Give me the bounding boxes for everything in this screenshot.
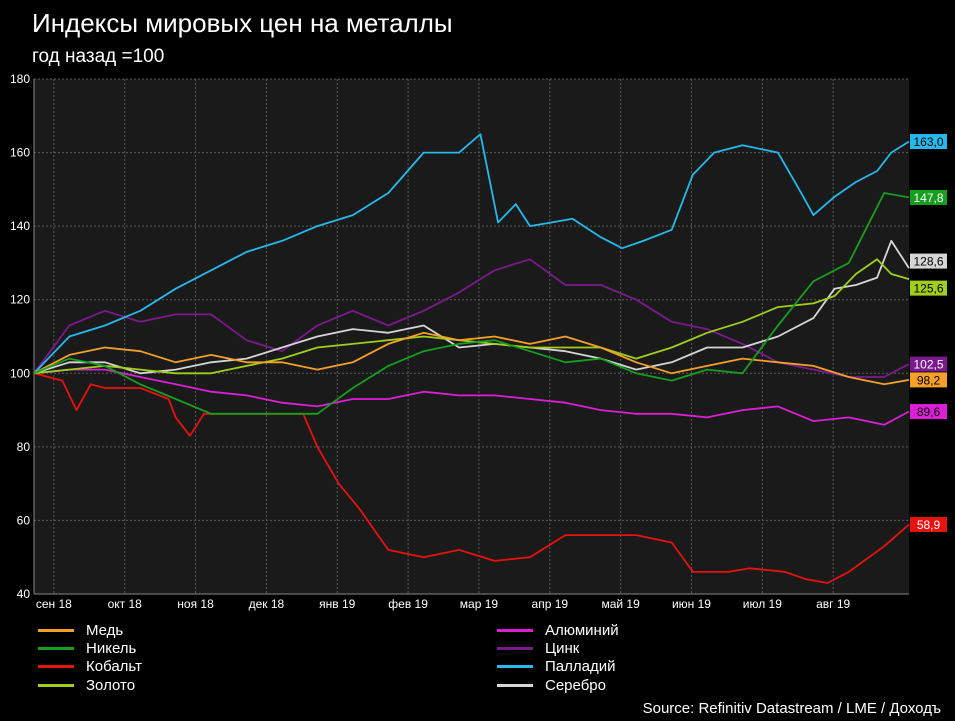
plot-area [34, 79, 909, 594]
y-tick-label: 180 [10, 72, 30, 86]
legend-item: Алюминий [497, 621, 619, 639]
y-tick-label: 80 [17, 440, 31, 454]
end-value-label: 102,5 [913, 358, 943, 372]
legend-label: Медь [86, 621, 124, 639]
legend-item: Медь [38, 621, 142, 639]
x-tick-label: окт 18 [108, 597, 143, 611]
legend-label: Цинк [545, 639, 580, 657]
end-value-label: 163,0 [913, 135, 943, 149]
series-line-2 [33, 372, 910, 584]
x-tick-label: авг 19 [816, 597, 850, 611]
x-tick-label: апр 19 [532, 597, 569, 611]
y-tick-label: 40 [17, 587, 31, 601]
end-value-label: 128,6 [913, 255, 943, 269]
end-value-badge [910, 356, 947, 372]
legend-swatch [38, 628, 74, 632]
end-value-badge [910, 404, 947, 420]
legend-label: Золото [86, 676, 136, 694]
series-line-6 [33, 133, 910, 374]
x-tick-label: ноя 18 [177, 597, 214, 611]
x-tick-label: дек 18 [249, 597, 285, 611]
y-tick-label: 140 [10, 219, 30, 233]
legend-item: Кобальт [38, 658, 142, 676]
chart-subtitle: год назад =100 [32, 46, 165, 67]
x-tick-label: сен 18 [36, 597, 72, 611]
legend-swatch [497, 665, 533, 669]
legend-label: Алюминий [545, 621, 619, 639]
source-note: Source: Refinitiv Datastream / LME / Дох… [642, 700, 941, 717]
series-line-0 [33, 331, 910, 386]
legend-item: Никель [38, 639, 142, 657]
legend-swatch [38, 646, 74, 650]
legend-item: Палладий [497, 658, 619, 676]
legend-item: Серебро [497, 676, 619, 694]
legend-label: Серебро [545, 676, 606, 694]
price-index-chart: 40 60 80 100 120 140 160 180 сен 18 окт 18 ноя 18 д… [10, 72, 947, 611]
y-tick-label: 120 [10, 293, 30, 307]
end-value-badge [910, 372, 947, 388]
end-value-badge [910, 189, 947, 205]
end-value-label: 58,9 [917, 518, 941, 532]
x-tick-label: май 19 [601, 597, 640, 611]
legend-swatch [497, 628, 533, 632]
end-value-badge [910, 280, 947, 296]
legend-item: Золото [38, 676, 142, 694]
legend-left: Медь Никель Кобальт Золото [38, 621, 142, 694]
chart-title: Индексы мировых цен на металлы [32, 8, 453, 38]
end-value-label: 147,8 [913, 191, 943, 205]
series-line-1 [33, 192, 910, 415]
end-value-label: 98,2 [917, 373, 941, 387]
end-value-badge [910, 516, 947, 532]
end-value-badge [910, 253, 947, 269]
legend-right: Алюминий Цинк Палладий Серебро [497, 621, 619, 694]
y-tick-label: 100 [10, 366, 30, 380]
legend-label: Палладий [545, 658, 616, 676]
legend-item: Цинк [497, 639, 619, 657]
end-value-label: 89,6 [917, 405, 941, 419]
series-line-5 [33, 258, 910, 378]
x-tick-label: июл 19 [743, 597, 782, 611]
y-tick-label: 160 [10, 146, 30, 160]
x-tick-label: фев 19 [388, 597, 428, 611]
x-tick-label: июн 19 [672, 597, 711, 611]
legend-swatch [497, 683, 533, 687]
legend-swatch [497, 646, 533, 650]
x-tick-label: янв 19 [319, 597, 356, 611]
end-value-badge [910, 134, 947, 150]
x-tick-label: мар 19 [460, 597, 499, 611]
legend-swatch [38, 665, 74, 669]
y-tick-label: 60 [17, 513, 31, 527]
end-value-label: 125,6 [913, 282, 943, 296]
legend-swatch [38, 683, 74, 687]
series-line-4 [33, 368, 910, 426]
legend-label: Кобальт [86, 658, 142, 676]
legend-label: Никель [86, 639, 137, 657]
